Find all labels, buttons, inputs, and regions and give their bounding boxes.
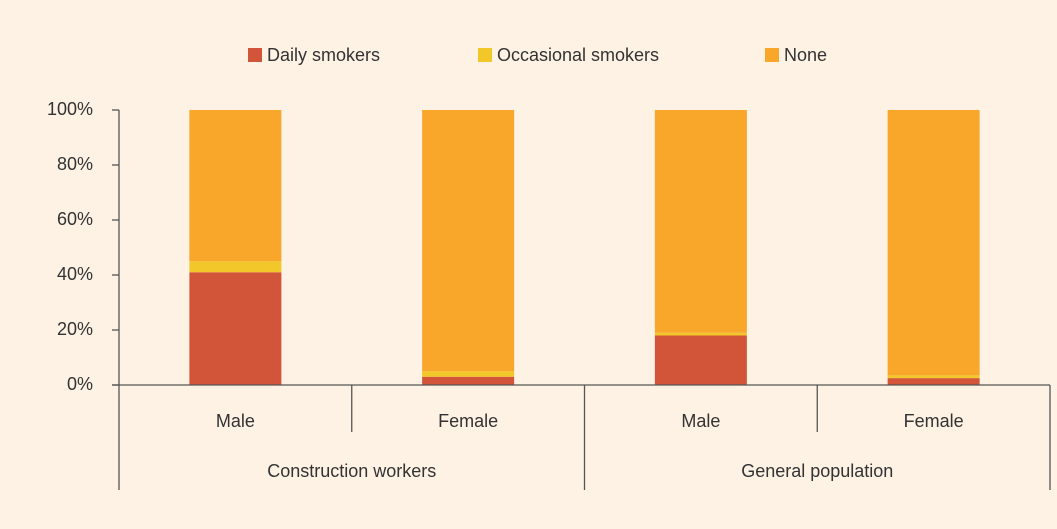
legend-label: Occasional smokers: [497, 45, 659, 65]
y-tick-label: 80%: [57, 154, 93, 174]
y-tick-label: 40%: [57, 264, 93, 284]
y-tick-label: 100%: [47, 99, 93, 119]
legend-swatch: [765, 48, 779, 62]
bar-segment: [189, 261, 282, 273]
bar-segment: [887, 378, 980, 385]
y-tick-label: 0%: [67, 374, 93, 394]
y-tick-label: 60%: [57, 209, 93, 229]
bar-segment: [887, 375, 980, 379]
legend-label: Daily smokers: [267, 45, 380, 65]
bar-segment: [422, 110, 515, 372]
bar-segment: [189, 272, 282, 385]
legend-label: None: [784, 45, 827, 65]
x-tick-label: Male: [216, 411, 255, 431]
x-tick-label: Female: [438, 411, 498, 431]
legend-swatch: [248, 48, 262, 62]
legend-swatch: [478, 48, 492, 62]
y-tick-label: 20%: [57, 319, 93, 339]
bar-segment: [422, 371, 515, 377]
group-label: General population: [741, 461, 893, 481]
x-tick-label: Female: [904, 411, 964, 431]
bar-segment: [654, 332, 747, 336]
bar-segment: [887, 110, 980, 376]
bar-segment: [654, 335, 747, 385]
bar-segment: [422, 376, 515, 385]
bar-segment: [189, 110, 282, 262]
group-label: Construction workers: [267, 461, 436, 481]
x-tick-label: Male: [681, 411, 720, 431]
bar-segment: [654, 110, 747, 333]
